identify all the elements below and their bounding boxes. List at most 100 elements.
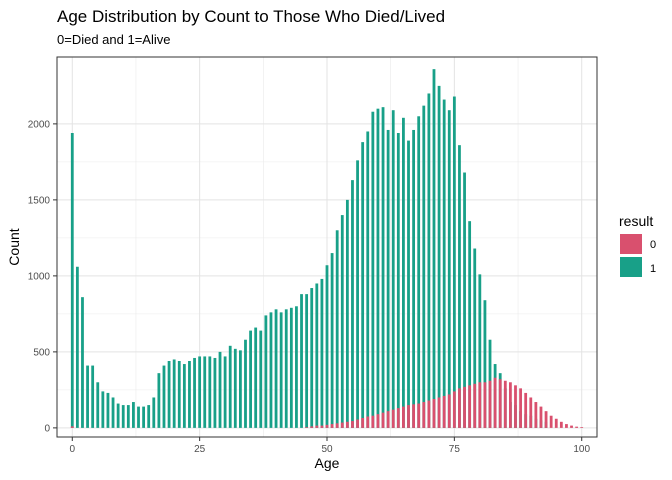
- series-0-bars: [70, 377, 584, 428]
- bar-series-1-age-46: [305, 294, 309, 428]
- bar-series-1-age-36: [254, 327, 258, 428]
- bar-series-0-age-49: [320, 425, 324, 428]
- bar-series-0-age-73: [442, 395, 446, 428]
- y-tick-label: 1000: [28, 271, 51, 282]
- bar-series-1-age-45: [300, 294, 303, 428]
- bar-series-0-age-74: [447, 394, 451, 428]
- bar-series-1-age-1: [75, 266, 79, 428]
- bar-series-0-age-60: [376, 414, 380, 428]
- series-1-bars: [70, 69, 548, 428]
- bar-series-1-age-2: [81, 297, 84, 428]
- bar-series-1-age-43: [289, 307, 293, 428]
- bar-series-1-age-14: [142, 406, 146, 428]
- bar-series-1-age-49: [320, 278, 324, 428]
- bar-series-0-age-96: [559, 421, 563, 428]
- bar-series-0-age-55: [351, 421, 354, 428]
- bar-series-1-age-16: [152, 397, 156, 428]
- bar-series-1-age-54: [345, 199, 349, 428]
- bar-series-1-age-74: [447, 110, 451, 428]
- bar-series-0-age-63: [391, 409, 395, 428]
- legend: result 0 1: [619, 213, 656, 277]
- bar-series-1-age-33: [238, 350, 242, 428]
- y-tick-label: 500: [33, 347, 50, 358]
- bar-series-0-age-90: [529, 397, 533, 428]
- bar-series-1-age-56: [356, 160, 359, 428]
- bar-series-1-age-8: [111, 397, 115, 428]
- bar-series-0-age-47: [310, 426, 314, 428]
- y-tick-label: 2000: [28, 119, 51, 130]
- bar-series-1-age-3: [86, 365, 89, 428]
- bar-series-1-age-80: [478, 274, 482, 428]
- x-tick-label: 75: [449, 444, 461, 455]
- bar-series-1-age-76: [458, 145, 461, 428]
- bar-series-1-age-52: [335, 230, 339, 428]
- bar-series-0-age-91: [534, 402, 538, 428]
- bar-series-0-age-52: [335, 423, 339, 428]
- bar-series-1-age-71: [432, 69, 436, 428]
- bar-series-1-age-77: [463, 172, 466, 428]
- legend-title: result: [619, 213, 653, 229]
- bar-series-0-age-86: [508, 382, 512, 428]
- bar-series-0-age-62: [386, 411, 390, 428]
- bar-series-0-age-67: [412, 404, 416, 428]
- bar-series-1-age-9: [116, 403, 120, 428]
- chart-subtitle: 0=Died and 1=Alive: [57, 32, 170, 47]
- bar-series-1-age-39: [269, 312, 273, 428]
- bar-series-0-age-81: [483, 382, 487, 428]
- bar-series-1-age-5: [96, 382, 100, 428]
- x-axis-title: Age: [315, 455, 340, 471]
- bar-series-1-age-78: [468, 221, 472, 428]
- bar-series-0-age-82: [488, 380, 492, 428]
- bar-series-0-age-69: [422, 402, 426, 428]
- bar-series-1-age-65: [402, 117, 405, 428]
- bar-series-0-age-84: [498, 379, 502, 428]
- bar-series-1-age-38: [264, 315, 268, 428]
- bar-series-1-age-48: [315, 283, 319, 428]
- x-axis: 0 25 50 75 100: [70, 437, 590, 455]
- bar-series-1-age-25: [198, 356, 202, 428]
- bar-series-1-age-40: [274, 309, 278, 428]
- bar-series-0-age-75: [452, 391, 456, 428]
- legend-key-1: [620, 257, 642, 277]
- legend-label-1: 1: [650, 263, 656, 275]
- bar-series-1-age-81: [483, 300, 487, 428]
- bar-series-0-age-89: [524, 392, 528, 428]
- x-tick-label: 50: [321, 444, 333, 455]
- bar-series-0-age-54: [345, 421, 349, 428]
- bar-series-0-age-76: [458, 388, 461, 428]
- bar-series-0-age-77: [463, 386, 466, 428]
- bar-series-1-age-68: [417, 116, 421, 428]
- bar-series-0-age-68: [417, 403, 421, 428]
- bar-series-0-age-94: [549, 415, 553, 428]
- bar-series-1-age-4: [91, 365, 95, 428]
- bar-series-1-age-73: [442, 99, 446, 428]
- bar-series-0-age-78: [468, 385, 472, 428]
- bar-series-1-age-7: [106, 392, 110, 428]
- bar-series-1-age-70: [427, 93, 431, 428]
- bar-series-0-age-50: [325, 424, 329, 428]
- bar-series-1-age-10: [121, 405, 125, 428]
- bar-series-0-age-58: [366, 416, 370, 428]
- bar-series-1-age-59: [371, 111, 375, 428]
- bar-series-1-age-13: [137, 406, 140, 428]
- y-axis: 0 500 1000 1500 2000: [28, 119, 57, 434]
- bar-series-0-age-53: [340, 422, 344, 428]
- bar-series-1-age-72: [437, 85, 441, 428]
- chart-title: Age Distribution by Count to Those Who D…: [57, 7, 445, 26]
- bar-series-1-age-58: [366, 131, 370, 428]
- bar-series-1-age-35: [249, 330, 252, 428]
- legend-key-0: [620, 234, 642, 254]
- bar-series-1-age-17: [157, 373, 161, 428]
- bar-series-1-age-50: [325, 265, 329, 428]
- x-tick-label: 25: [194, 444, 206, 455]
- bar-series-1-age-42: [284, 309, 288, 428]
- bar-series-0-age-98: [570, 425, 573, 428]
- bar-series-0-age-51: [330, 424, 334, 428]
- bar-series-0-age-92: [539, 406, 543, 428]
- x-tick-label: 0: [70, 444, 76, 455]
- bar-series-1-age-64: [396, 133, 400, 428]
- y-tick-label: 1500: [28, 195, 51, 206]
- bar-series-0-age-61: [381, 412, 385, 428]
- bar-series-0-age-97: [565, 424, 568, 428]
